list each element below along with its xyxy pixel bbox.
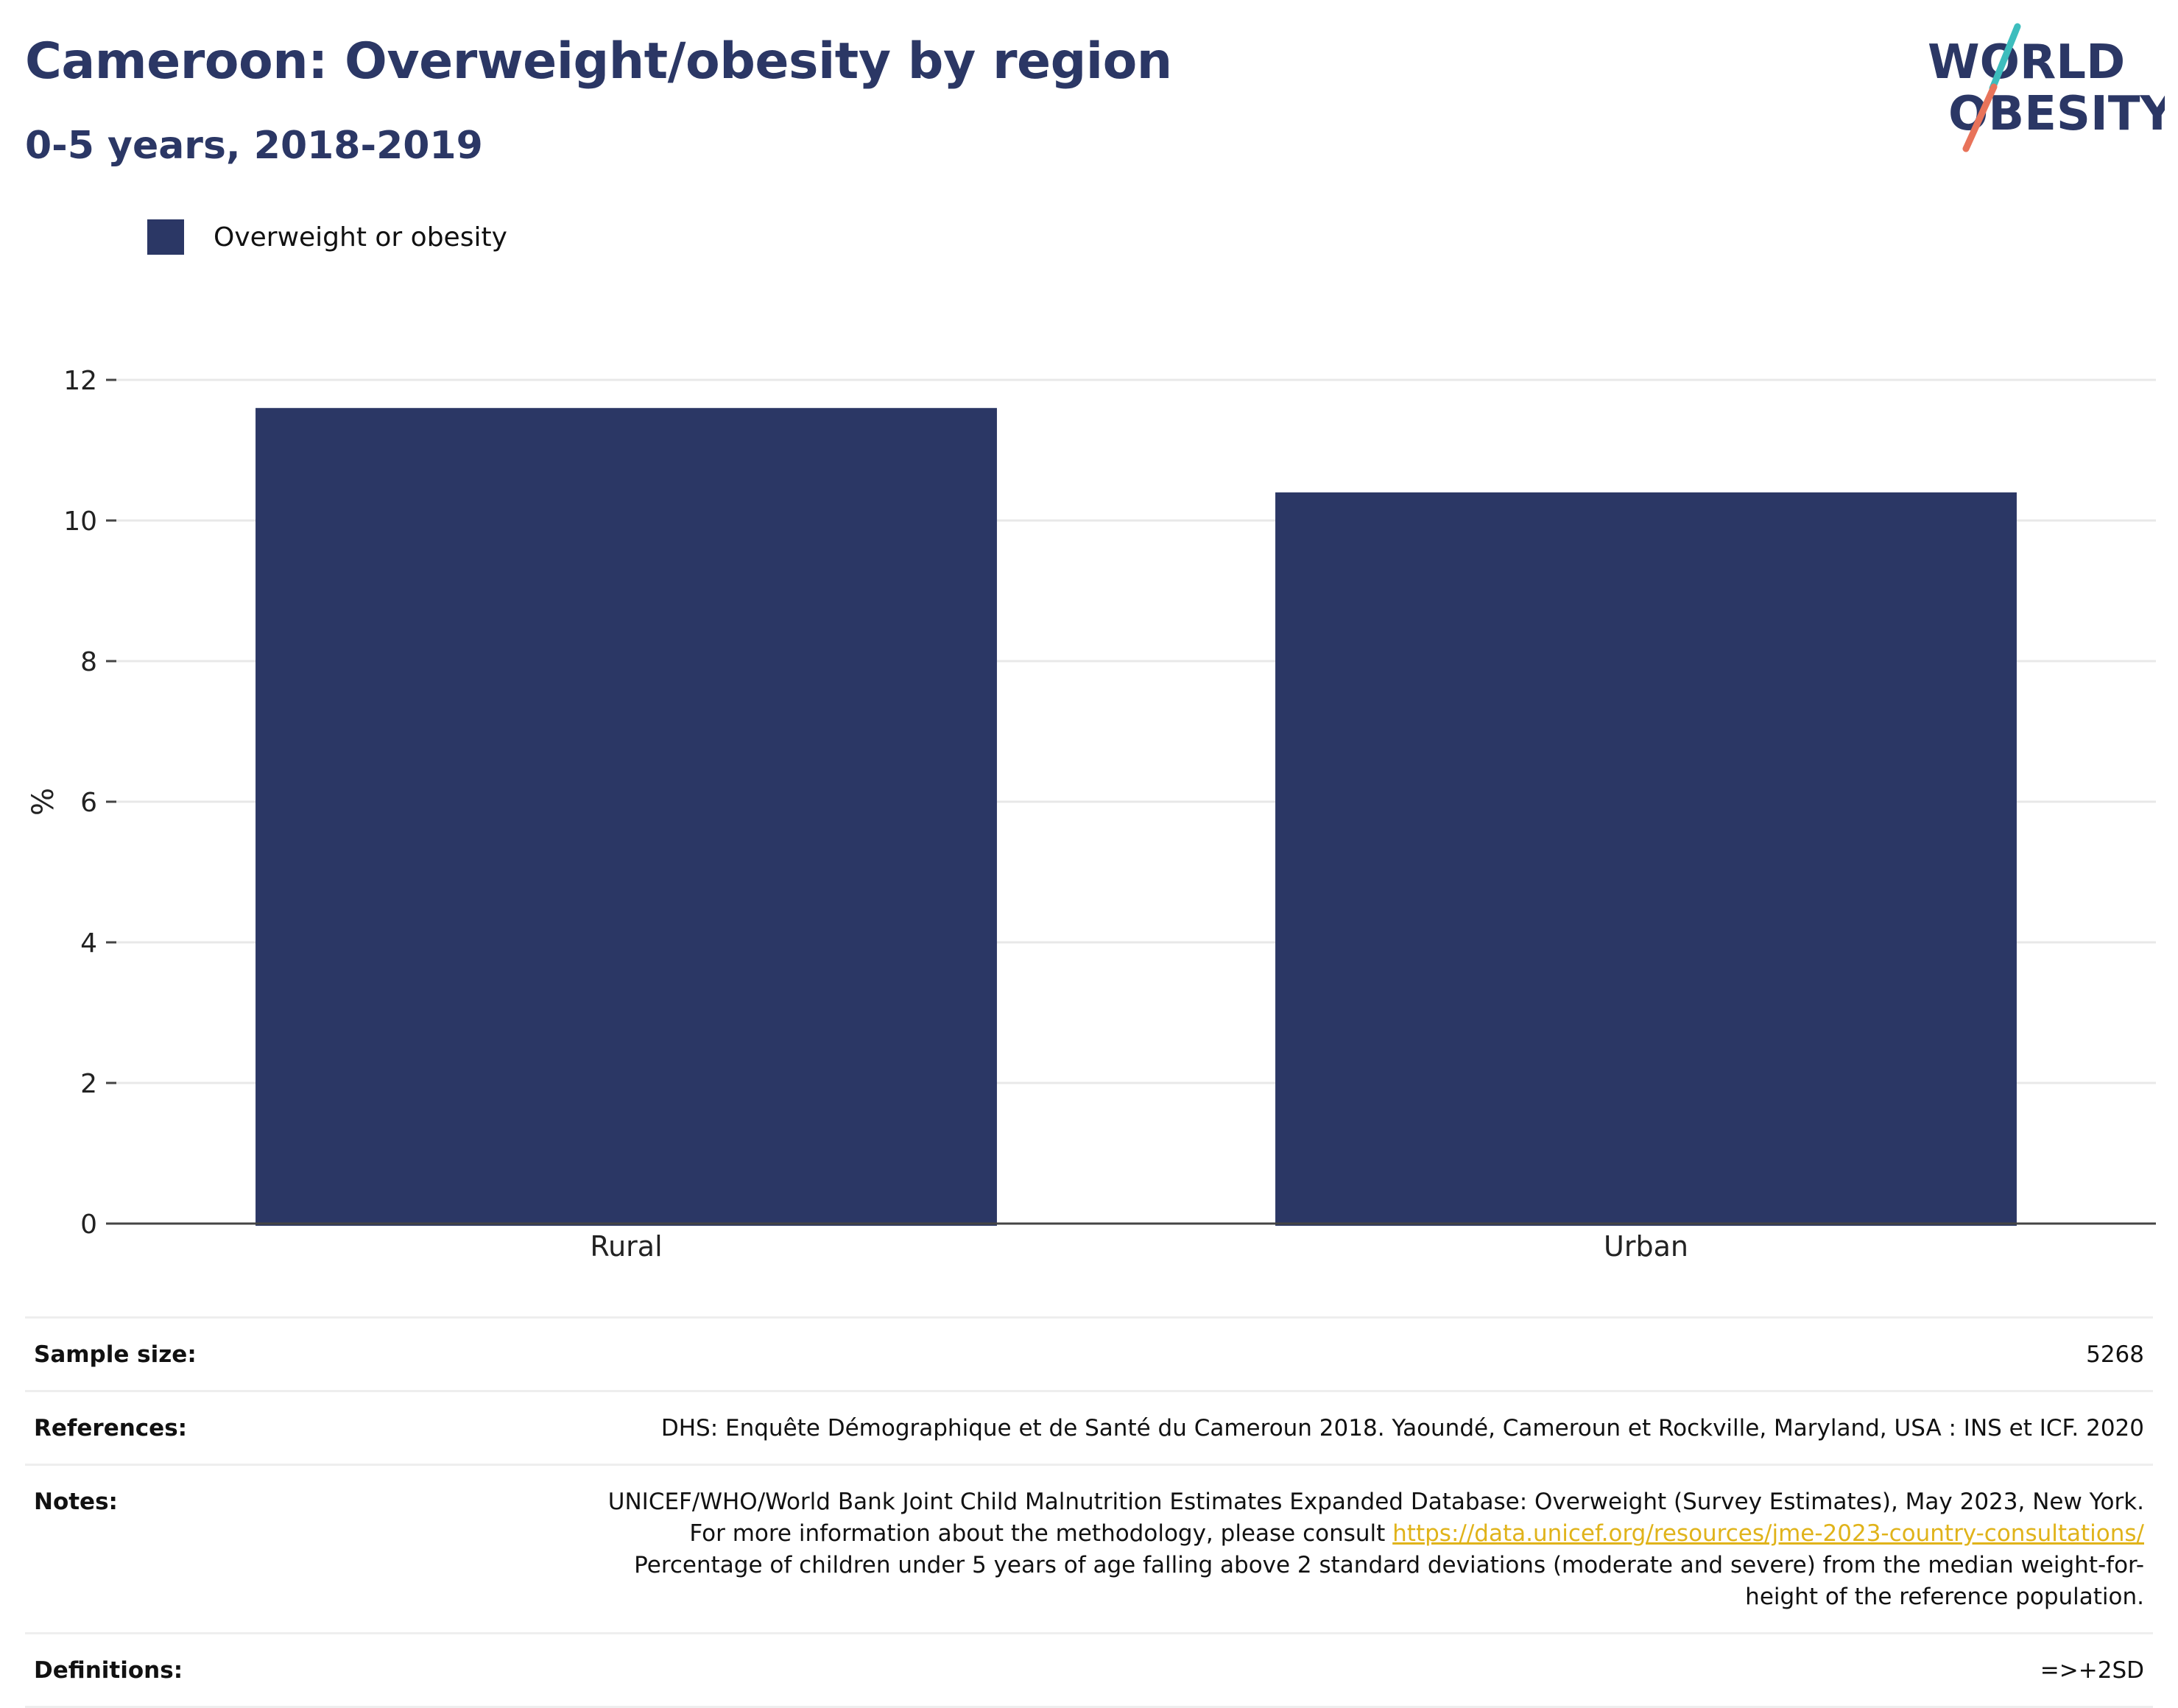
logo-slash-coral xyxy=(1962,83,1998,152)
notes-link[interactable]: https://data.unicef.org/resources/jme-20… xyxy=(1392,1520,2144,1547)
world-obesity-logo: WORLD OBESITY xyxy=(1928,23,2165,152)
legend: Overweight or obesity xyxy=(147,219,507,255)
y-tick-label: 0 xyxy=(80,1210,97,1240)
notes-text-1: UNICEF/WHO/World Bank Joint Child Malnut… xyxy=(607,1489,2144,1547)
references-label: References: xyxy=(34,1415,188,1441)
references-row: References: DHS: Enquête Démographique e… xyxy=(25,1390,2153,1464)
sample-size-row: Sample size: 5268 xyxy=(25,1316,2153,1390)
notes-text-2: Percentage of children under 5 years of … xyxy=(634,1552,2144,1610)
y-tick-label: 8 xyxy=(80,647,97,677)
logo-word-world: WORLD xyxy=(1928,35,2125,90)
notes-row: Notes: UNICEF/WHO/World Bank Joint Child… xyxy=(25,1464,2153,1632)
definitions-row: Definitions: =>+2SD xyxy=(25,1632,2153,1708)
x-tick-label: Rural xyxy=(590,1230,662,1263)
notes-value: UNICEF/WHO/World Bank Joint Child Malnut… xyxy=(598,1486,2144,1613)
legend-swatch xyxy=(147,219,184,255)
y-tick-label: 4 xyxy=(80,928,97,959)
bar-rural xyxy=(255,408,997,1227)
references-value: DHS: Enquête Démographique et de Santé d… xyxy=(660,1415,2144,1441)
metadata-table: Sample size: 5268 References: DHS: Enquê… xyxy=(25,1316,2153,1708)
legend-label: Overweight or obesity xyxy=(214,222,507,253)
logo-slash-teal xyxy=(1989,23,2021,92)
sample-size-label: Sample size: xyxy=(34,1341,197,1368)
notes-label: Notes: xyxy=(34,1489,118,1515)
sample-size-value: 5268 xyxy=(2086,1341,2144,1368)
y-tick-label: 12 xyxy=(63,366,97,396)
chart-title: Cameroon: Overweight/obesity by region xyxy=(25,32,1172,91)
bar-chart: 0 2 4 6 8 10 12 Rural Urban% xyxy=(27,366,2156,1263)
bar-urban xyxy=(1275,492,2017,1226)
chart-subtitle: 0-5 years, 2018-2019 xyxy=(25,124,483,168)
y-tick-label: 2 xyxy=(80,1069,97,1099)
bar-layer xyxy=(255,408,2017,1227)
y-tick-label: 6 xyxy=(80,788,97,818)
definitions-label: Definitions: xyxy=(34,1657,183,1684)
y-axis-label: % xyxy=(27,788,60,816)
definitions-value: =>+2SD xyxy=(2040,1657,2144,1684)
axis-layer: 0 2 4 6 8 10 12 Rural Urban% xyxy=(27,366,2156,1263)
x-tick-label: Urban xyxy=(1604,1230,1688,1263)
y-tick-label: 10 xyxy=(63,507,97,537)
